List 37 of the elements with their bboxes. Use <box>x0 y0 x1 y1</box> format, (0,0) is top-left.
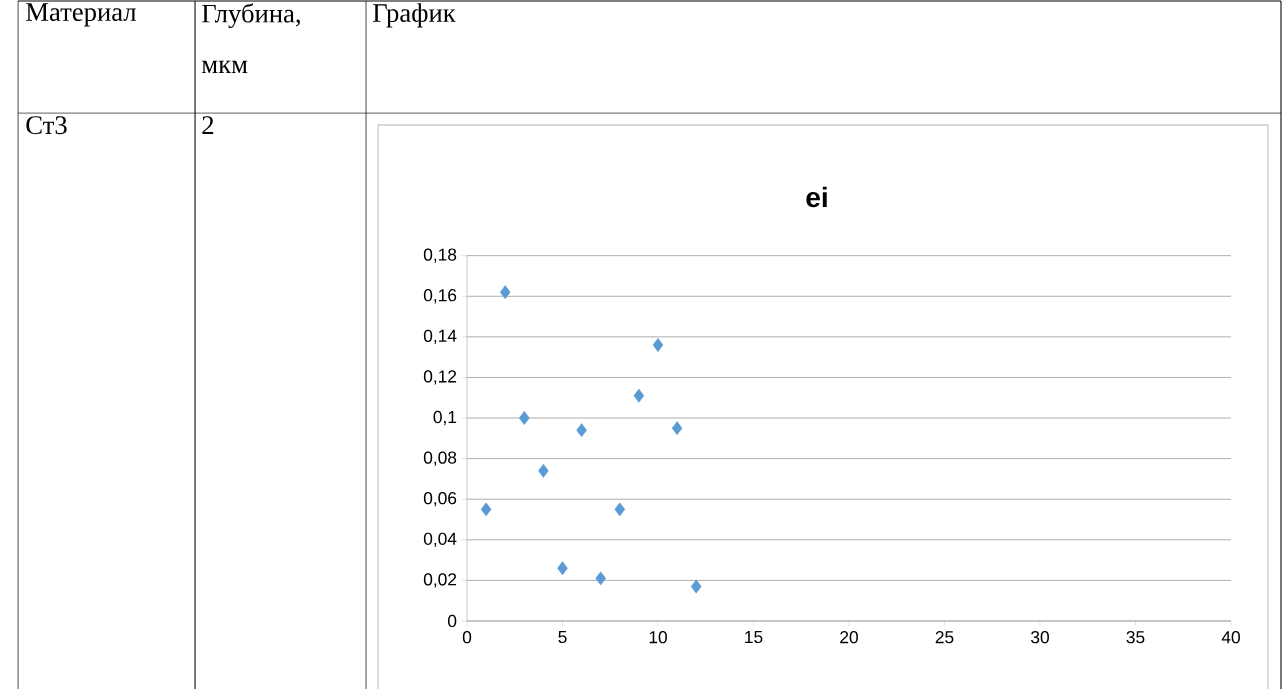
point <box>480 502 492 517</box>
point <box>633 388 645 403</box>
text: Глубина, мкм <box>201 3 300 74</box>
x-tick-label: 40 <box>1221 631 1240 644</box>
y-tick-label: 0,1 <box>433 410 457 426</box>
point <box>614 502 626 517</box>
point <box>595 571 606 586</box>
x-tick-label: 25 <box>935 631 954 644</box>
point <box>499 285 511 300</box>
point <box>671 421 683 436</box>
x-tick-label: 35 <box>1126 631 1145 644</box>
x-tick-label: 10 <box>649 631 667 644</box>
y-tick-label: 0,06 <box>423 492 457 507</box>
x-tick-label: 5 <box>558 631 567 644</box>
x-tick-label: 20 <box>840 631 858 644</box>
point <box>557 561 568 576</box>
y-tick-label: 0,04 <box>423 532 457 547</box>
y-tick-label: 0,08 <box>423 451 457 466</box>
text: График <box>373 3 456 28</box>
point <box>576 423 587 438</box>
point <box>690 579 702 594</box>
point <box>519 411 530 425</box>
text: Ст3 <box>26 116 67 135</box>
y-tick-label: 0,18 <box>423 248 457 263</box>
chart-title: ei <box>806 186 827 208</box>
y-tick-label: 0,12 <box>423 370 457 385</box>
y-tick-label: 0 <box>447 614 457 628</box>
x-tick-label: 15 <box>745 631 763 644</box>
x-tick-label: 30 <box>1031 631 1049 644</box>
point <box>652 338 664 352</box>
point <box>538 463 549 478</box>
text: 2 <box>202 116 214 134</box>
text: Материал <box>26 3 136 27</box>
x-tick-label: 0 <box>462 631 472 644</box>
y-tick-label: 0,14 <box>423 329 457 344</box>
y-tick-label: 0,02 <box>423 573 457 588</box>
y-tick-label: 0,16 <box>423 289 457 304</box>
